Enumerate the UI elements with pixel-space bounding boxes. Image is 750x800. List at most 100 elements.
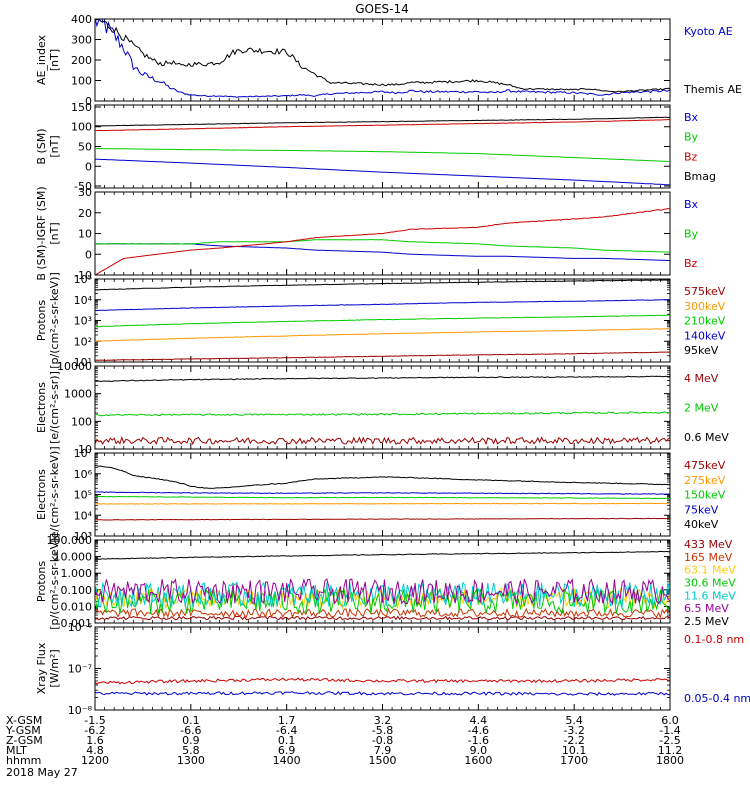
legend-entry: 300keV: [684, 300, 726, 313]
legend-entry: Bx: [684, 198, 699, 211]
x-row-label: X-GSM: [6, 714, 42, 727]
x-tick-value: -0.8: [372, 734, 393, 747]
legend-entry: 575keV: [684, 285, 726, 298]
series-line-433-MeV: [95, 615, 670, 621]
y-tick-label: 0.010: [61, 600, 93, 613]
y-axis-unit-label: [e/(cm²-s-sr)]: [48, 371, 61, 444]
x-tick-value: 0.9: [182, 734, 200, 747]
x-tick-value: 1.6: [86, 734, 104, 747]
x-row-label: Y-GSM: [5, 724, 41, 737]
y-tick-label: -50: [74, 180, 92, 193]
panel-frame: [94, 452, 671, 537]
series-line-2-MeV: [95, 411, 670, 417]
series-line-0-1-0-8-nm: [95, 677, 670, 685]
series-line-By: [95, 147, 670, 162]
y-tick-label: 150: [71, 101, 92, 114]
panel-electrons_high: 10 100 1000 10000 Electrons [e/(cm²-s-sr)] 4 M…: [35, 360, 729, 456]
x-tick-value: 9.0: [470, 744, 488, 757]
y-tick-label: 0: [85, 95, 92, 108]
legend-entry: 11.6 MeV: [684, 589, 736, 602]
y-tick-label: 1000: [64, 388, 92, 401]
panel-frame: [94, 104, 671, 189]
y-tick-label: 10²: [74, 335, 92, 348]
legend-entry: By: [684, 131, 699, 144]
y-tick-label: 100: [71, 121, 92, 134]
series-line-75keV: [95, 491, 670, 495]
legend-entry: Kyoto AE: [684, 25, 733, 38]
series-line-Bx: [95, 243, 670, 261]
x-tick-value: 6.0: [661, 714, 679, 727]
series-line-475keV: [95, 517, 670, 521]
series-line-40keV: [95, 465, 670, 489]
date-label: 2018 May 27: [6, 766, 78, 779]
y-axis-label: AE_index: [35, 34, 48, 85]
y-axis-unit-label: [p/(cm²-s-sr-keV)]: [48, 272, 61, 369]
y-tick-label: 20: [78, 207, 92, 220]
panel-frame: [94, 365, 671, 450]
series-line-Bmag: [95, 116, 670, 127]
x-tick-value: 1.7: [278, 714, 296, 727]
y-tick-label: 10⁻⁸: [68, 704, 93, 717]
y-tick-label: 10: [78, 443, 92, 456]
y-tick-label: 10¹: [74, 356, 92, 369]
legend-entry: Bz: [684, 257, 698, 270]
series-line-0-6-MeV: [95, 375, 670, 383]
x-tick-value: 1400: [273, 754, 301, 767]
x-tick-value: -3.2: [563, 724, 584, 737]
y-axis-label: Protons: [35, 561, 48, 602]
legend-entry: 165 MeV: [684, 551, 733, 564]
series-line-Bz: [95, 119, 670, 132]
legend-entry: Bz: [684, 150, 698, 163]
panel-xray: 10⁻⁸ 10⁻⁷ 10⁻⁶ Xray Flux [W/m²] 0.1-0.8 nm 0.0…: [35, 621, 750, 717]
y-tick-label: 10⁻⁷: [68, 663, 92, 676]
y-tick-label: 100.000: [47, 534, 93, 547]
legend-entry: 30.6 MeV: [684, 577, 736, 590]
x-tick-value: 4.4: [470, 714, 488, 727]
legend-entry: 210keV: [684, 315, 726, 328]
series-line-4-MeV: [95, 435, 670, 446]
y-tick-label: 1.000: [61, 567, 93, 580]
legend-entry: 2.5 MeV: [684, 615, 729, 628]
figure-title: GOES-14: [355, 2, 409, 16]
x-tick-value: 1600: [464, 754, 492, 767]
panel-frame: [94, 626, 671, 711]
y-tick-label: 50: [78, 141, 92, 154]
y-axis-label: Protons: [35, 300, 48, 341]
y-axis-unit-label: [nT]: [48, 135, 61, 157]
series-line-275keV: [95, 502, 670, 505]
x-tick-value: -1.4: [659, 724, 680, 737]
x-tick-value: 3.2: [374, 714, 392, 727]
y-axis-label: Xray Flux: [35, 642, 48, 694]
y-tick-label: 10⁷: [74, 447, 92, 460]
series-line-Bx: [95, 158, 670, 186]
x-tick-value: -6.4: [276, 724, 297, 737]
y-axis-unit-label: [nT]: [48, 222, 61, 244]
x-tick-value: 5.4: [565, 714, 583, 727]
series-line-Bz: [95, 207, 670, 275]
legend-entry: Bx: [684, 111, 699, 124]
panel-bigrf: -10 0 10 20 30 B (SM)-IGRF (SM) [nT] Bx By Bz: [35, 186, 699, 282]
y-axis-label: B (SM)-IGRF (SM): [35, 186, 48, 280]
x-tick-value: 11.2: [658, 744, 683, 757]
x-tick-value: -6.6: [180, 724, 201, 737]
legend-entry: 140keV: [684, 329, 726, 342]
panel-protons_low: 10¹ 10² 10³ 10⁴ 10⁵ Protons [p/(cm²-s-sr-keV)]…: [35, 272, 726, 369]
legend-entry: 63.1 MeV: [684, 564, 736, 577]
x-tick-value: 6.9: [278, 744, 296, 757]
legend-entry: 0.05-0.4 nm: [684, 692, 750, 705]
legend-entry: 275keV: [684, 474, 726, 487]
y-tick-label: 0: [85, 160, 92, 173]
panel-bsm: -50 0 50 100 150 B (SM) [nT] Bx By Bz Bmag: [35, 101, 716, 193]
series-line-140keV: [95, 299, 670, 312]
x-tick-value: 10.1: [562, 744, 587, 757]
x-tick-value: 0.1: [278, 734, 296, 747]
y-tick-label: 100: [71, 415, 92, 428]
series-line-6-5-MeV: [95, 577, 670, 606]
y-tick-label: 10⁵: [74, 273, 92, 286]
y-tick-label: 10⁵: [74, 489, 92, 502]
legend-entry: 6.5 MeV: [684, 602, 729, 615]
legend-entry: 475keV: [684, 459, 726, 472]
y-axis-label: B (SM): [35, 128, 48, 164]
panel-ae: 0 100 200 300 400 AE_index [nT] Kyoto AE Themis …: [35, 13, 742, 108]
